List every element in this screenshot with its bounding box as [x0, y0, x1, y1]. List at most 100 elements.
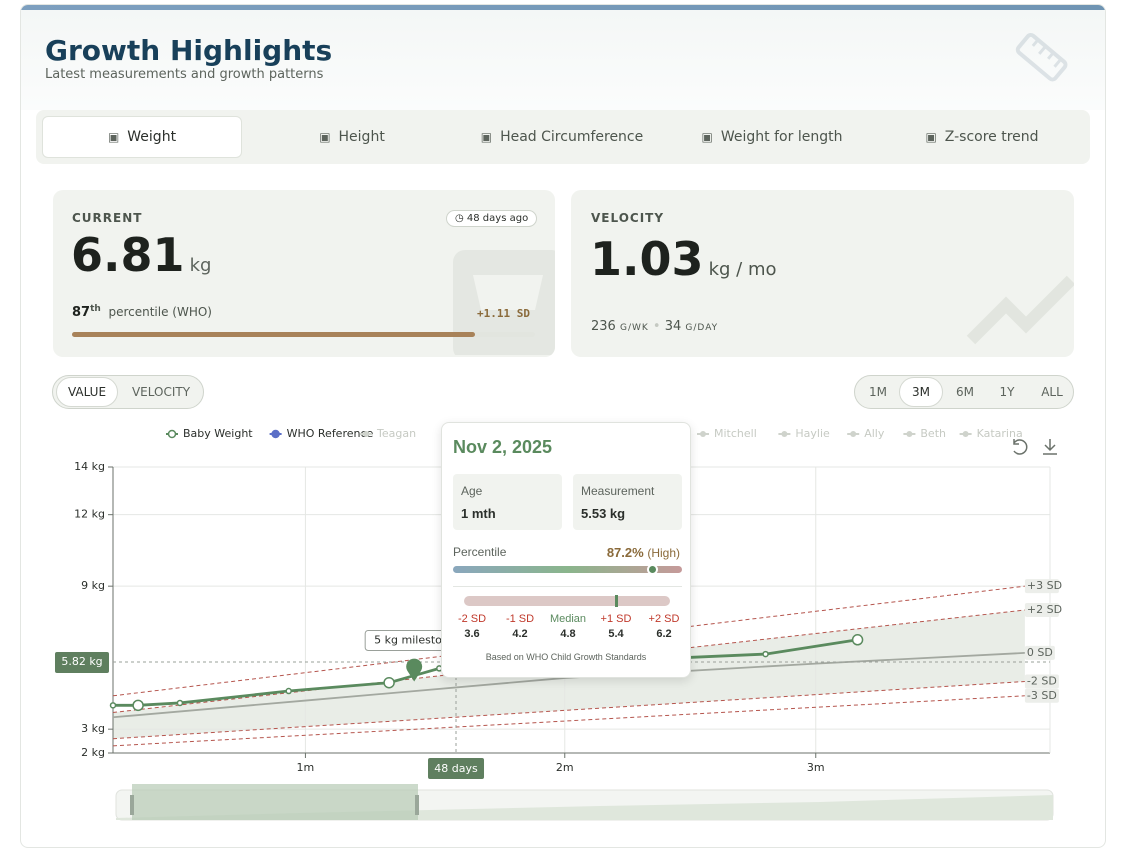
tooltip-note: Based on WHO Child Growth Standards — [485, 652, 647, 662]
legend-marker — [167, 429, 177, 439]
header: Growth Highlights Latest measurements an… — [21, 10, 1105, 110]
scale-icon — [453, 250, 555, 355]
x-tick-label: 1m — [297, 761, 315, 774]
sd-label-bg — [1024, 688, 1059, 703]
legend-label[interactable]: Mitchell — [714, 427, 757, 440]
legend-label[interactable]: Baby Weight — [183, 427, 253, 440]
download-icon[interactable] — [1043, 439, 1057, 455]
range-button[interactable]: 1Y — [999, 385, 1015, 399]
percentile-row: 87.2% (High) — [607, 545, 680, 560]
box-label: Measurement — [581, 484, 655, 498]
value-row: 1.03 kg / mo — [590, 232, 777, 286]
box-value: 1 mth — [461, 506, 496, 521]
tab[interactable]: ▣ Weight for length — [672, 116, 872, 158]
crosshair-y-label: 5.82 kg — [61, 655, 102, 668]
y-tick-label: 12 kg — [74, 508, 105, 521]
y-tick-label: 9 kg — [81, 579, 105, 592]
percentile-value: 87.2% — [606, 545, 644, 560]
box-value: 5.53 kg — [581, 506, 626, 521]
tab[interactable]: ▣ Z-score trend — [882, 116, 1082, 158]
box-label: Age — [461, 484, 483, 498]
tab-icon: ▣ — [701, 130, 713, 144]
card-label: VELOCITY — [591, 211, 665, 225]
range-button[interactable]: 3M — [899, 377, 943, 407]
crosshair-label-bg — [55, 651, 109, 673]
sd-value: 5.4 — [608, 628, 624, 640]
sd-label-bg — [1024, 674, 1059, 689]
tab-label: Weight — [127, 129, 177, 145]
ruler-icon — [1015, 33, 1068, 82]
data-point — [762, 650, 769, 658]
sd-value: +1.11 SD — [477, 307, 530, 320]
annotation-text: 5 kg milestone — [374, 634, 456, 647]
percentile-class: (High) — [647, 546, 680, 560]
velocity-card: VELOCITY 1.03 kg / mo 236 G/WK • 34 G/DA… — [571, 190, 1074, 357]
y-tick-label: 2 kg — [81, 746, 105, 759]
legend-label[interactable]: Beth — [920, 427, 946, 440]
data-point — [176, 699, 184, 707]
range-selector: 1M 3M 6M 1Y ALL — [854, 375, 1074, 409]
tab-label: Head Circumference — [500, 129, 644, 145]
sd-label: +2 SD — [1027, 603, 1062, 616]
legend-marker — [781, 431, 788, 437]
tab[interactable]: ▣ Head Circumference — [462, 116, 662, 158]
rate-unit: G/WK — [619, 323, 649, 333]
legend-marker — [363, 431, 369, 437]
toggle-velocity[interactable]: VELOCITY — [131, 385, 191, 399]
data-point — [851, 634, 864, 646]
legend-label[interactable]: Katarina — [977, 427, 1023, 440]
legend-label[interactable]: Ally — [864, 427, 885, 440]
legend-label[interactable]: Teagan — [376, 427, 416, 440]
badge-text: 48 days ago — [466, 213, 529, 224]
legend-marker — [962, 431, 969, 437]
unit: kg / mo — [708, 259, 777, 280]
data-point — [285, 687, 292, 695]
toggle-value[interactable]: VALUE — [56, 377, 118, 407]
tab[interactable]: ▣ Height — [252, 116, 452, 158]
percentile-bar — [453, 564, 682, 575]
sd-marker — [615, 595, 618, 607]
data-point — [383, 676, 395, 689]
current-value: 6.81 — [71, 228, 185, 282]
range-button[interactable]: 1M — [869, 385, 887, 399]
percentile-row: 87th percentile (WHO) — [72, 304, 212, 320]
panel: Growth Highlights Latest measurements an… — [20, 4, 1106, 848]
velocity-value: 1.03 — [590, 232, 704, 286]
value-row: 6.81 kg — [71, 228, 211, 282]
x-tick-label: 3m — [807, 761, 825, 774]
sd-label: -2 SD — [1027, 675, 1057, 688]
legend-marker — [700, 431, 706, 437]
percentile-sup: th — [90, 304, 101, 314]
tooltip-date: Nov 2, 2025 — [453, 437, 553, 457]
sd-label: +3 SD — [1027, 579, 1062, 592]
range-button[interactable]: 6M — [956, 385, 974, 399]
refresh-icon[interactable] — [1013, 439, 1028, 455]
x-tick-label: 2m — [556, 761, 574, 774]
time-badge: ◷ 48 days ago — [446, 210, 538, 227]
sd-line — [112, 681, 1025, 740]
sd-value: 3.6 — [464, 628, 480, 640]
sd-value: 6.2 — [656, 628, 672, 640]
percentile-label: Percentile — [453, 545, 507, 559]
crosshair-x-label: 48 days — [434, 762, 478, 775]
rate: 34 — [664, 319, 682, 334]
legend-label[interactable]: Haylie — [795, 427, 830, 440]
range-button[interactable]: ALL — [1041, 385, 1063, 399]
progress-fill — [72, 332, 475, 337]
milestone-pin — [406, 658, 423, 682]
legend-label[interactable]: WHO Reference — [287, 427, 374, 440]
tab[interactable]: ▣ Weight — [42, 116, 242, 158]
sd-label: +1 SD — [600, 613, 632, 625]
tooltip: Nov 2, 2025 Age 1 mth Measurement 5.53 kg … — [441, 422, 691, 678]
tab-icon: ▣ — [925, 130, 937, 144]
accent-bar — [21, 5, 1105, 10]
percentile-number: 87 — [72, 305, 91, 320]
card-label: CURRENT — [72, 211, 143, 225]
tab-label: Z-score trend — [944, 129, 1039, 145]
measurement-box: Measurement 5.53 kg — [573, 474, 682, 530]
tab-label: Weight for length — [720, 129, 843, 145]
sd-value: 4.8 — [560, 628, 576, 640]
sd-label-bg — [1024, 579, 1059, 594]
subtitle: Latest measurements and growth patterns — [45, 67, 324, 82]
